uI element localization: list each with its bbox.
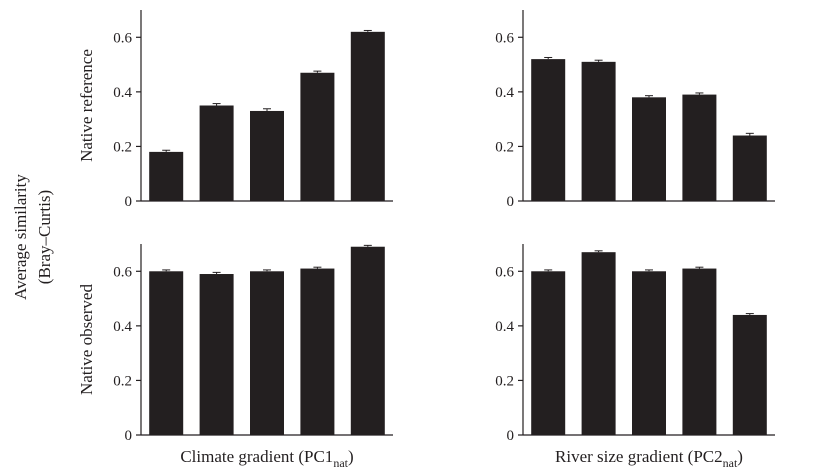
bar (250, 271, 284, 435)
x-axis-label-subscript: nat (333, 456, 348, 470)
chart-panels: 0 0.2 0.4 0.6 Native reference 0 0.2 0.4 0.6 0 0.2… (77, 10, 775, 470)
bar (250, 110, 284, 201)
bar (632, 271, 666, 435)
y-tick-label: 0.2 (495, 373, 514, 389)
y-tick-label: 0.6 (113, 30, 132, 46)
bar (300, 268, 335, 435)
y-tick-label: 0.2 (113, 139, 132, 155)
y-tick-label: 0.2 (495, 139, 514, 155)
bar (531, 59, 566, 201)
panel-top-right: 0 0.2 0.4 0.6 (495, 10, 775, 210)
bar (581, 252, 616, 435)
shared-ylabel-line1: Average similarity (11, 174, 30, 300)
panel-bottom-right: 0 0.2 0.4 0.6 River size gradient (PC2nat) (495, 244, 775, 470)
y-tick-label: 0.6 (495, 30, 514, 46)
x-axis-label-subscript: nat (723, 456, 738, 470)
y-tick-label: 0 (507, 428, 515, 444)
bar (199, 274, 234, 435)
x-axis-label-main: River size gradient (PC2 (555, 447, 723, 466)
x-axis-label-end: ) (737, 447, 743, 466)
panel-y-label: Native reference (77, 49, 96, 162)
bar (149, 271, 184, 435)
bar (531, 271, 566, 435)
y-tick-label: 0.4 (495, 85, 514, 101)
bar (732, 135, 767, 201)
bar (632, 97, 666, 201)
bar (682, 94, 717, 201)
shared-ylabel-line2: (Bray–Curtis) (35, 190, 54, 284)
bar (732, 314, 767, 435)
bar (149, 151, 184, 201)
y-tick-label: 0 (507, 194, 515, 210)
bar (682, 268, 717, 435)
x-axis-label: River size gradient (PC2nat) (555, 447, 743, 470)
bar (199, 105, 234, 201)
y-tick-label: 0.6 (113, 264, 132, 280)
bar (350, 246, 385, 435)
y-tick-label: 0.4 (495, 319, 514, 335)
bar (350, 31, 385, 202)
panel-bottom-left: 0 0.2 0.4 0.6 Native observed Climate gradien… (77, 244, 393, 470)
x-axis-label-main: Climate gradient (PC1 (180, 447, 333, 466)
x-axis-label-end: ) (348, 447, 354, 466)
bar (300, 72, 335, 201)
x-axis-label: Climate gradient (PC1nat) (180, 447, 353, 470)
bar (581, 61, 616, 201)
y-tick-label: 0.6 (495, 264, 514, 280)
y-tick-label: 0.4 (113, 85, 132, 101)
panel-y-label: Native observed (77, 284, 96, 395)
y-tick-label: 0.2 (113, 373, 132, 389)
y-tick-label: 0.4 (113, 319, 132, 335)
panel-top-left: 0 0.2 0.4 0.6 Native reference (77, 10, 393, 210)
shared-y-axis-label: Average similarity (Bray–Curtis) (11, 174, 54, 300)
y-tick-label: 0 (125, 428, 133, 444)
y-tick-label: 0 (125, 194, 133, 210)
